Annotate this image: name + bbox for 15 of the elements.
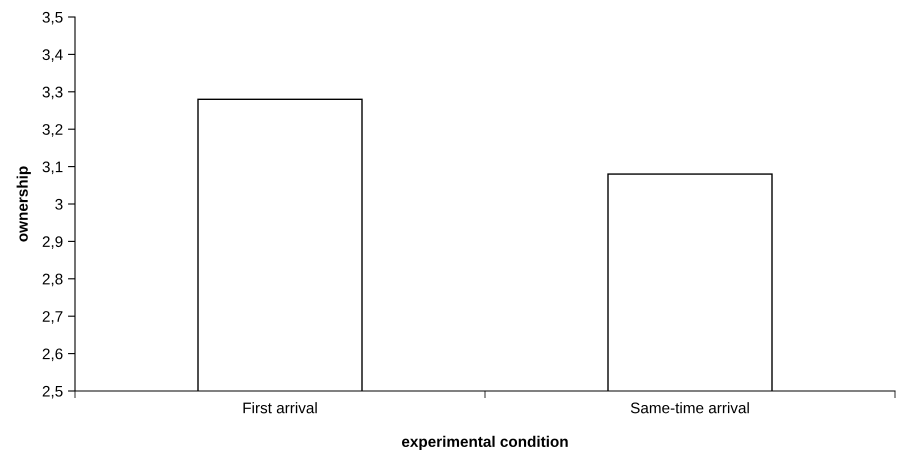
- x-axis-title: experimental condition: [402, 436, 568, 450]
- y-tick-label: 2,8: [42, 274, 63, 286]
- y-tick-label: 3: [55, 198, 63, 210]
- y-axis-title: ownership: [16, 166, 31, 242]
- y-tick-label: 2,6: [42, 348, 63, 362]
- y-tick-label: 3,4: [42, 49, 63, 62]
- y-tick-label: 2,7: [42, 311, 62, 324]
- y-tick-label: 3,2: [42, 124, 62, 137]
- y-tick-label: 2,9: [42, 236, 62, 249]
- y-tick-label: 3,1: [42, 161, 62, 174]
- y-tick-label: 2,5: [42, 386, 63, 398]
- y-tick-label: 3,5: [42, 12, 63, 24]
- x-tick-label: Same-time arrival: [630, 402, 749, 414]
- y-tick-label: 3,3: [42, 86, 63, 100]
- x-tick-label: First arrival: [243, 402, 317, 414]
